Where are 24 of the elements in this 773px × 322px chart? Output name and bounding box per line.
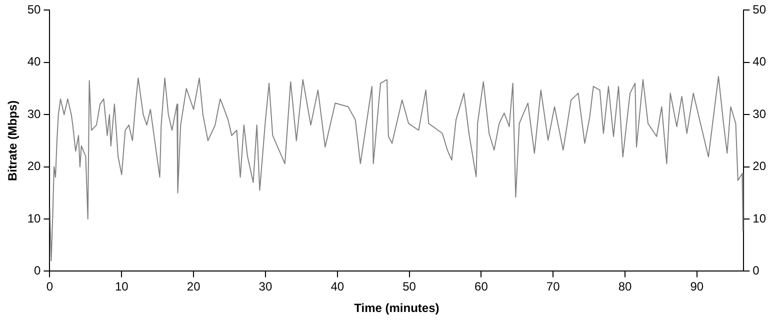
y-tick-label: 0 xyxy=(34,264,42,278)
y-tick-label: 10 xyxy=(27,211,42,226)
x-axis-title: Time (minutes) xyxy=(354,301,440,316)
x-tick-label: 60 xyxy=(474,280,488,294)
x-tick-label: 0 xyxy=(46,280,54,294)
y2-tick-label: 10 xyxy=(752,211,766,226)
x-tick-label: 40 xyxy=(330,280,344,294)
y-tick-label: 20 xyxy=(27,159,42,174)
y-axis-title: Bitrate (Mbps) xyxy=(6,100,20,182)
y2-tick-label: 40 xyxy=(752,54,766,69)
x-tick-label: 80 xyxy=(618,280,632,294)
y2-tick-label: 0 xyxy=(752,264,760,278)
x-tick-label: 20 xyxy=(186,280,201,294)
y2-tick-label: 30 xyxy=(752,106,766,121)
x-tick-label: 30 xyxy=(258,280,272,294)
y-tick-label: 40 xyxy=(27,54,42,69)
x-tick-label: 90 xyxy=(690,280,704,294)
y2-tick-label: 50 xyxy=(752,2,766,17)
x-tick-label: 50 xyxy=(402,280,416,294)
y-tick-label: 50 xyxy=(27,2,42,17)
x-tick-label: 70 xyxy=(546,280,560,294)
y-tick-label: 30 xyxy=(27,106,42,121)
x-tick-label: 10 xyxy=(114,280,129,294)
y2-tick-label: 20 xyxy=(752,159,766,174)
